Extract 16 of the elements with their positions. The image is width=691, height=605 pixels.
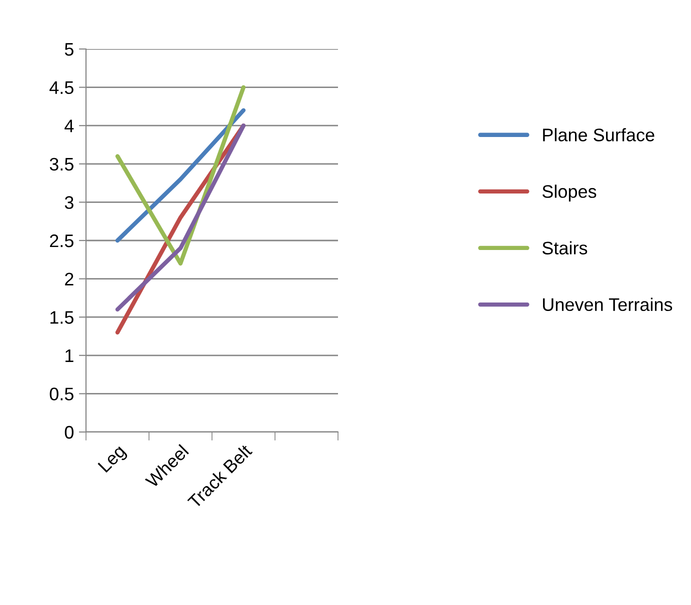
legend-label: Plane Surface — [543, 128, 654, 142]
y-tick-label: 1.5 — [50, 311, 74, 324]
y-tick-label: 0 — [64, 426, 74, 439]
legend-label: Uneven Terrains — [543, 298, 672, 312]
y-tick-label: 3 — [64, 196, 74, 209]
legend-label: Slopes — [542, 184, 596, 202]
y-tick-label: 2.5 — [50, 234, 74, 248]
legend-label: Stairs — [542, 241, 588, 254]
y-tick-label: 4 — [64, 120, 74, 132]
y-tick-label: 3.5 — [50, 158, 74, 171]
y-tick-label: 0.5 — [50, 388, 74, 400]
y-tick-label: 5 — [64, 43, 74, 56]
y-tick-label: 1 — [66, 350, 74, 362]
y-tick-label: 2 — [65, 272, 74, 286]
x-tick-label: Leg — [98, 444, 129, 476]
y-tick-label: 4.5 — [50, 81, 74, 94]
